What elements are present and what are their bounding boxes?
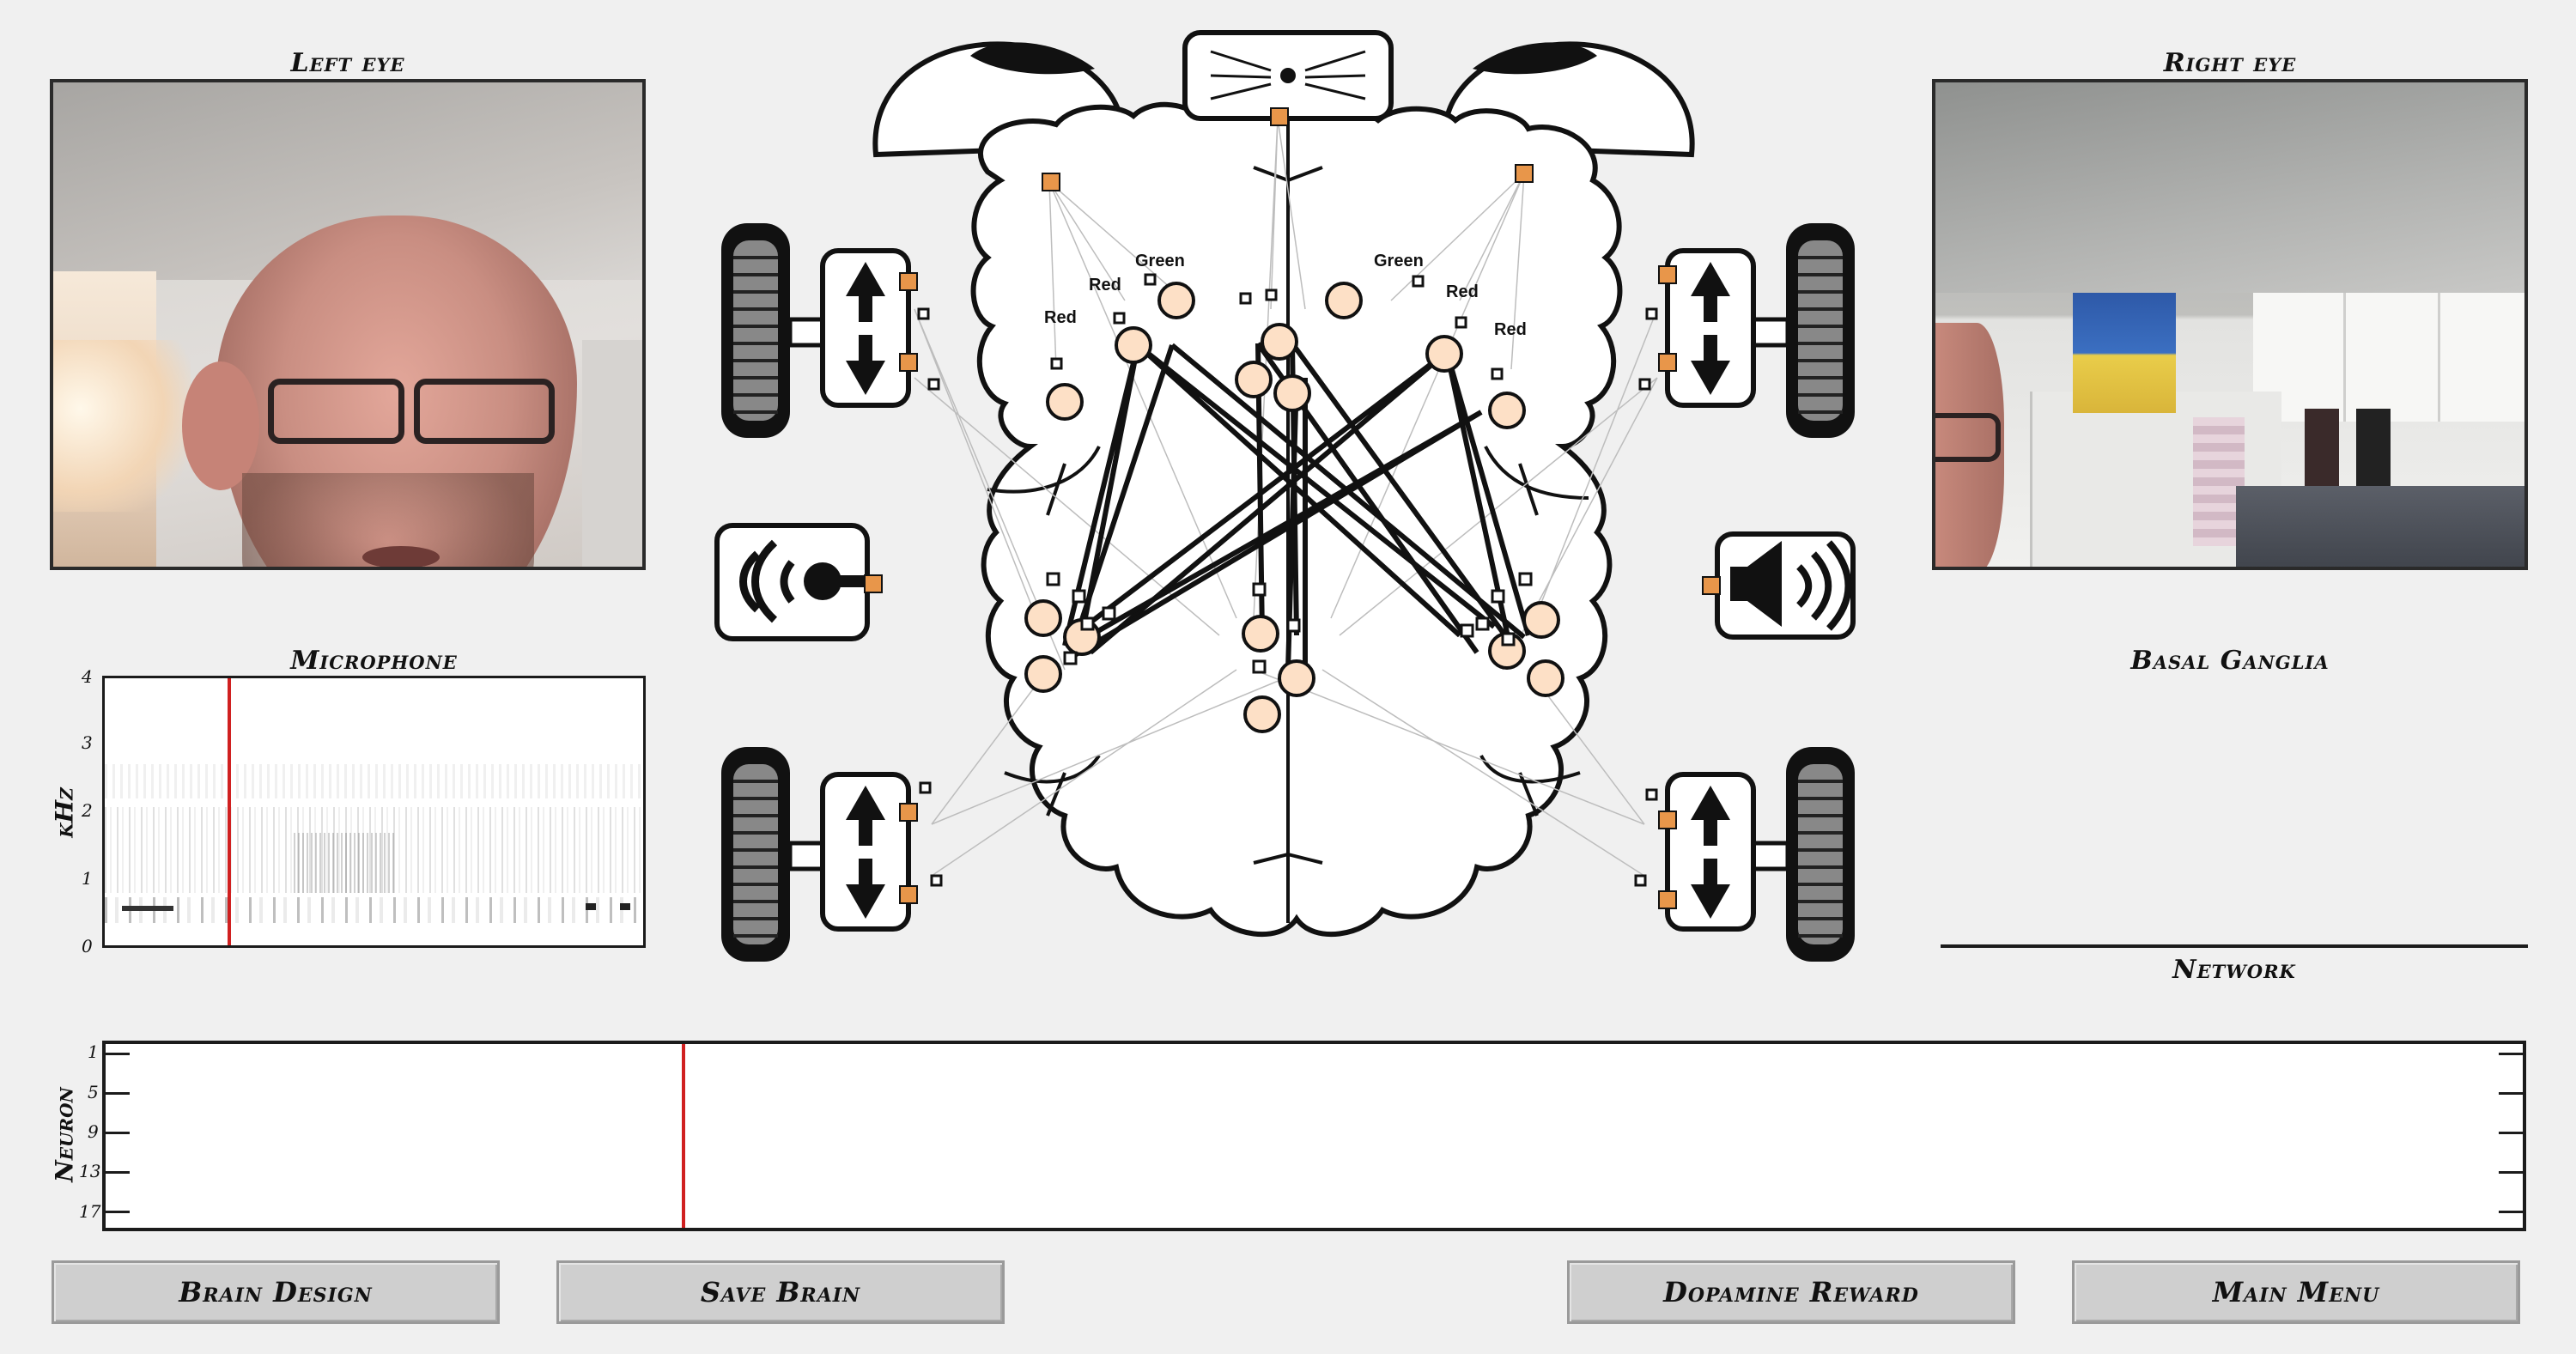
- raster-ytick-5: 5: [88, 1082, 99, 1102]
- label-right-green: Green: [1374, 252, 1424, 270]
- wheel-icon-top-left: [721, 223, 827, 438]
- left-eye-camera-feed: [50, 79, 646, 570]
- microphone-title: Microphone: [290, 646, 458, 676]
- spec-ytick-3: 3: [82, 732, 93, 753]
- motor-arrow-icon-bottom-right: [1665, 772, 1756, 932]
- neuron: [1243, 695, 1281, 733]
- neuron: [1527, 659, 1564, 697]
- wheel-icon-bottom-left: [721, 747, 827, 962]
- save-brain-button[interactable]: Save Brain: [556, 1260, 1005, 1324]
- wheel-icon-top-right: [1751, 223, 1855, 438]
- right-ear-pupil: [1473, 42, 1597, 75]
- wheel-icon-bottom-right: [1751, 747, 1855, 962]
- synapse-terminals: [917, 273, 1658, 887]
- neuron: [1278, 659, 1315, 697]
- sensor-ports: [864, 107, 1721, 909]
- left-ear-pupil: [970, 42, 1095, 75]
- neuron: [1024, 599, 1062, 637]
- motor-arrow-icon-top-left: [820, 248, 911, 408]
- raster-ytick-13: 13: [79, 1161, 101, 1181]
- brain-diagram: Green Red Red Green Red Red: [714, 30, 1856, 962]
- raster-ytick-9: 9: [88, 1121, 99, 1142]
- network-title: Network: [2172, 955, 2296, 985]
- right-eye-camera-feed: [1932, 79, 2528, 570]
- spec-ytick-1: 1: [82, 868, 93, 889]
- neuron: [1115, 326, 1152, 364]
- neuron: [1522, 601, 1560, 639]
- neuron: [1046, 383, 1084, 421]
- neuron: [1157, 282, 1195, 319]
- neuron: [1242, 615, 1279, 653]
- label-right-red-bottom: Red: [1494, 320, 1527, 339]
- neuron: [1273, 374, 1311, 412]
- right-eye-title: Right eye: [2163, 48, 2297, 78]
- motor-arrow-icon-top-right: [1665, 248, 1756, 408]
- basal-ganglia-title: Basal Ganglia: [2130, 646, 2330, 676]
- brain-design-button[interactable]: Brain Design: [52, 1260, 500, 1324]
- label-left-red-top: Red: [1089, 276, 1121, 294]
- raster-ytick-17: 17: [79, 1201, 101, 1222]
- raster-ytick-1: 1: [88, 1041, 99, 1062]
- spectrogram-playhead: [228, 678, 231, 945]
- neuron: [1261, 323, 1298, 361]
- strong-synapses: [1062, 342, 1531, 671]
- neuron: [1488, 392, 1526, 429]
- user-face: [182, 216, 577, 567]
- spec-ytick-4: 4: [82, 666, 93, 687]
- neuron-activity-raster: [102, 1041, 2526, 1231]
- neuron: [1235, 361, 1273, 398]
- network-divider: [1941, 944, 2528, 948]
- microphone-spectrogram: [102, 676, 646, 948]
- label-left-green: Green: [1135, 252, 1185, 270]
- dopamine-reward-button[interactable]: Dopamine Reward: [1567, 1260, 2015, 1324]
- left-eye-title: Left eye: [290, 48, 405, 78]
- weak-synapses: [914, 118, 1658, 877]
- spectrogram-ylabel: kHz: [50, 787, 79, 838]
- neuron: [1024, 655, 1062, 693]
- spec-ytick-0: 0: [82, 936, 93, 956]
- spec-ytick-2: 2: [82, 800, 93, 821]
- neuron: [1425, 335, 1463, 373]
- raster-ylabel: Neuron: [50, 1087, 79, 1182]
- neuron: [1325, 282, 1363, 319]
- motor-arrow-icon-bottom-left: [820, 772, 911, 932]
- label-right-red-top: Red: [1446, 282, 1479, 301]
- raster-playhead: [682, 1044, 685, 1228]
- main-menu-button[interactable]: Main Menu: [2072, 1260, 2520, 1324]
- label-left-red-bottom: Red: [1044, 308, 1077, 327]
